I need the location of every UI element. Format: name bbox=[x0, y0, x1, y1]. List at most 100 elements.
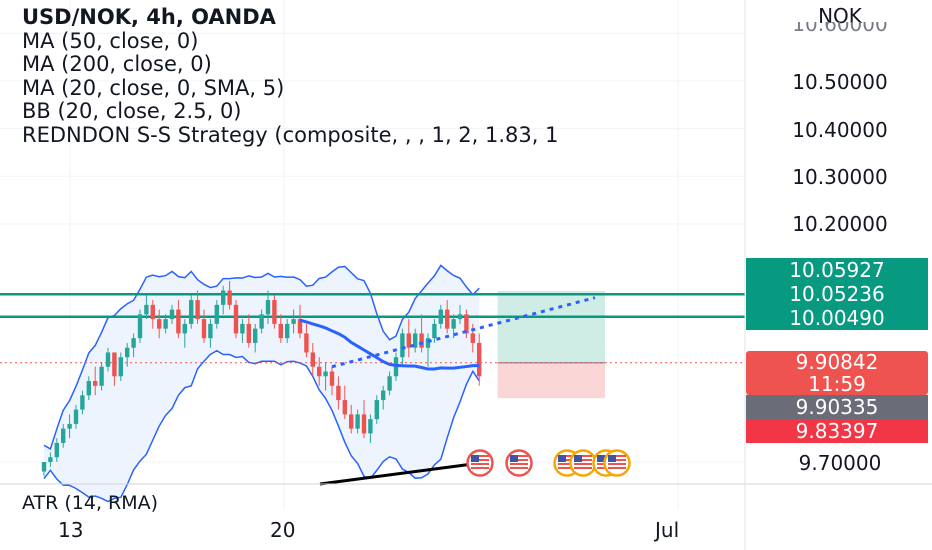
candle-body bbox=[201, 319, 207, 339]
chart-legend: USD/NOK, 4h, OANDA MA (50, close, 0) MA … bbox=[22, 6, 744, 147]
candle-body bbox=[105, 352, 111, 367]
ma-50-line bbox=[299, 318, 480, 371]
last-price-value: 9.90842 bbox=[795, 350, 879, 374]
candle-body bbox=[342, 400, 347, 415]
candle bbox=[361, 400, 367, 439]
indicator-ma-200[interactable]: MA (200, close, 0) bbox=[22, 52, 212, 76]
candle bbox=[477, 333, 482, 386]
candle bbox=[406, 319, 411, 358]
candle-body bbox=[48, 457, 53, 462]
candle-body bbox=[118, 357, 123, 377]
candle-body bbox=[432, 323, 437, 339]
candle-body bbox=[93, 381, 98, 386]
flag-stripe bbox=[510, 455, 528, 457]
candle-body bbox=[291, 319, 296, 324]
take-profit-zone bbox=[497, 290, 605, 363]
candle bbox=[285, 319, 290, 343]
candle-body bbox=[368, 419, 373, 434]
ma-200-line bbox=[319, 462, 473, 486]
candle bbox=[240, 319, 245, 343]
last-price-tag: 9.90842 11:59 bbox=[746, 351, 928, 395]
candle bbox=[438, 304, 443, 329]
flag-stripe bbox=[608, 455, 626, 457]
flag-stripe bbox=[510, 459, 528, 461]
candle bbox=[137, 309, 143, 343]
candle-body bbox=[438, 309, 443, 324]
flag-stripe bbox=[574, 455, 592, 457]
candle bbox=[176, 300, 181, 339]
candle bbox=[125, 342, 130, 367]
candle bbox=[432, 319, 437, 343]
flag-stripe bbox=[558, 467, 576, 469]
flag-canton bbox=[608, 455, 616, 462]
indicator-strategy[interactable]: REDNDON S-S Strategy (composite, , , 1, … bbox=[22, 122, 559, 147]
candle-body bbox=[125, 347, 130, 358]
atr-indicator-label[interactable]: ATR (14, RMA) bbox=[22, 492, 159, 512]
candle bbox=[41, 462, 47, 477]
date-label-13: 13 bbox=[58, 518, 84, 542]
candle-body bbox=[246, 323, 251, 343]
candle bbox=[253, 323, 258, 353]
candle bbox=[342, 385, 347, 420]
candle-body bbox=[54, 442, 59, 458]
indicator-ma-50[interactable]: MA (50, close, 0) bbox=[22, 28, 199, 53]
candle-body bbox=[400, 333, 405, 358]
candle bbox=[259, 309, 264, 334]
candle bbox=[323, 361, 328, 391]
candle bbox=[445, 300, 450, 334]
flag-canton bbox=[574, 455, 582, 462]
date-label-jul: Jul bbox=[655, 518, 680, 542]
position-zones bbox=[497, 290, 605, 399]
candle-body bbox=[310, 352, 315, 367]
flag-stripe bbox=[574, 463, 592, 465]
candle-body bbox=[304, 333, 309, 353]
economic-event-icons bbox=[466, 449, 631, 477]
candle-body bbox=[259, 314, 264, 329]
candle-body bbox=[41, 462, 47, 472]
date-label-20: 20 bbox=[270, 518, 296, 542]
candle-body bbox=[182, 323, 187, 334]
candle bbox=[246, 314, 251, 348]
candle bbox=[227, 281, 232, 310]
flag-stripe bbox=[608, 467, 626, 469]
moving-averages bbox=[299, 296, 596, 486]
candle bbox=[157, 309, 162, 339]
ma-20-sma-projection bbox=[331, 296, 596, 369]
candle-body bbox=[137, 314, 143, 339]
candle-body bbox=[425, 338, 431, 348]
axis-tick-10-6: 10.60000 bbox=[792, 22, 888, 35]
candle bbox=[221, 285, 226, 315]
candle bbox=[48, 452, 53, 467]
candle bbox=[419, 314, 424, 353]
candle bbox=[201, 309, 207, 343]
candle bbox=[265, 290, 271, 324]
level-tag-2: 10.05236 bbox=[746, 282, 928, 306]
candle-body bbox=[323, 371, 328, 377]
candle-body bbox=[477, 342, 482, 377]
candle bbox=[464, 309, 469, 339]
candle bbox=[368, 414, 373, 443]
candle-body bbox=[80, 395, 85, 410]
candle-body bbox=[457, 314, 463, 320]
indicator-bb[interactable]: BB (20, close, 2.5, 0) bbox=[22, 99, 242, 123]
candle bbox=[105, 347, 111, 372]
candle-body bbox=[381, 390, 386, 401]
flag-stripe bbox=[510, 463, 528, 465]
candle bbox=[291, 309, 296, 334]
indicator-ma-20-sma[interactable]: MA (20, close, 0, SMA, 5) bbox=[22, 75, 285, 100]
candle bbox=[118, 352, 123, 382]
us-flag-icon bbox=[603, 449, 631, 477]
candle bbox=[457, 304, 463, 324]
flag-stripe bbox=[510, 467, 528, 469]
candle bbox=[451, 314, 456, 339]
axis-tick-9-7: 9.70000 bbox=[798, 451, 882, 475]
bollinger-bands bbox=[43, 264, 480, 503]
candle-body bbox=[361, 414, 367, 434]
flag-stripe bbox=[558, 459, 576, 461]
symbol-title[interactable]: USD/NOK, 4h, OANDA bbox=[22, 6, 276, 29]
candle-body bbox=[445, 309, 450, 329]
axis-tick-10-3: 10.30000 bbox=[792, 165, 888, 189]
candle bbox=[73, 404, 79, 429]
candle bbox=[182, 319, 187, 348]
